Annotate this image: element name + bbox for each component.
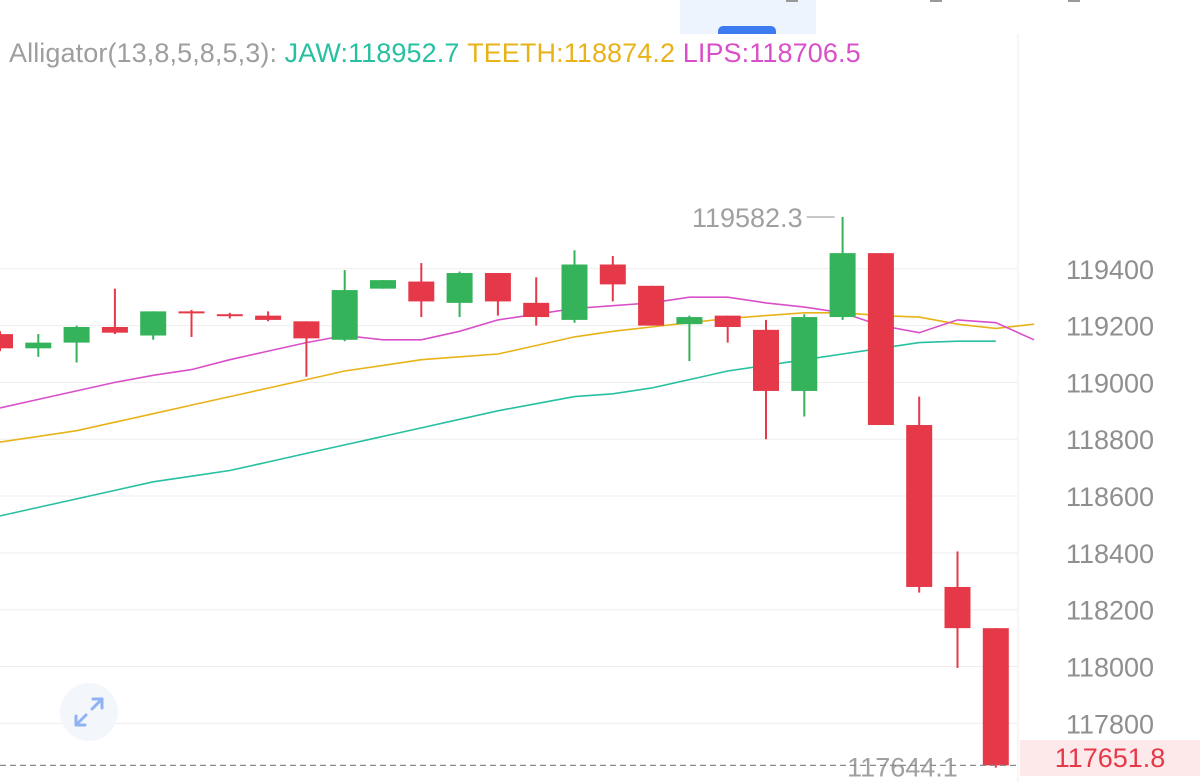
high-marker-label: 119582.3 — [692, 203, 803, 233]
toolbar-divider — [786, 0, 798, 2]
candle-down — [599, 264, 626, 285]
y-tick-label: 118000 — [1066, 653, 1154, 683]
jaw-line — [0, 340, 996, 517]
indicator-name: Alligator(13,8,5,8,5,3): — [9, 38, 278, 68]
candle-down — [178, 311, 205, 314]
candle-down — [255, 315, 282, 320]
candle-down — [216, 314, 243, 317]
toolbar-divider — [1068, 0, 1080, 2]
y-tick-label: 119400 — [1066, 255, 1154, 285]
y-tick-label: 119200 — [1066, 312, 1154, 342]
candle-down — [408, 281, 435, 302]
candle-down — [0, 334, 13, 349]
candle-up — [446, 273, 473, 303]
candle-up — [791, 317, 818, 391]
candle-down — [753, 329, 779, 391]
candle-up — [370, 280, 396, 289]
candle-down — [867, 253, 894, 426]
lips-line — [0, 296, 1035, 409]
candle-down — [523, 302, 550, 318]
y-tick-label: 119000 — [1066, 368, 1154, 398]
y-tick-label: 118200 — [1066, 596, 1154, 626]
y-tick-label: 118600 — [1066, 482, 1154, 512]
teeth-line — [0, 311, 1035, 443]
top-toolbar — [0, 0, 1200, 34]
candle-up — [561, 264, 588, 320]
candle-down — [101, 327, 128, 333]
candle-down — [484, 273, 511, 302]
expand-button[interactable] — [60, 683, 118, 741]
candle-up — [25, 342, 52, 349]
candle-down — [906, 425, 933, 587]
candle-up — [63, 327, 90, 343]
candle-up — [676, 317, 703, 325]
candle-down — [293, 321, 320, 339]
indicator-lips-value: LIPS:118706.5 — [682, 38, 861, 68]
indicator-legend: Alligator(13,8,5,8,5,3): JAW:118952.7 TE… — [9, 38, 861, 69]
toolbar-divider — [930, 0, 942, 2]
candle-down — [944, 586, 971, 629]
y-tick-label: 117800 — [1066, 709, 1154, 739]
y-tick-label: 118400 — [1066, 539, 1154, 569]
candle-down — [982, 628, 1009, 766]
expand-icon — [74, 697, 104, 727]
candle-down — [638, 285, 665, 326]
indicator-teeth-value: TEETH:118874.2 — [467, 38, 676, 68]
candle-up — [331, 290, 358, 340]
y-tick-label: 118800 — [1066, 425, 1154, 455]
tab-active-indicator — [718, 26, 776, 34]
candle-down — [714, 315, 741, 327]
current-price-label: 117651.8 — [1020, 740, 1200, 776]
candle-up — [140, 311, 167, 336]
candle-up — [829, 253, 856, 318]
low-marker-label: 117644.1 — [847, 753, 958, 782]
indicator-jaw-value: JAW:118952.7 — [284, 38, 460, 68]
